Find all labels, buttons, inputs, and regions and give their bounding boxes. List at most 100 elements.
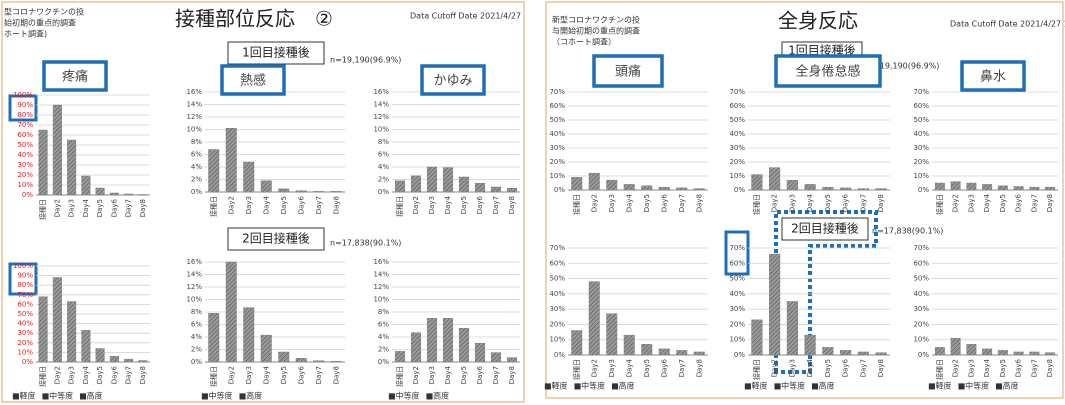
x-tick-label: Day7	[678, 194, 686, 212]
x-tick-label: Day3	[788, 194, 796, 212]
bar	[982, 348, 993, 356]
y-tick-label: 10%	[913, 336, 929, 344]
bar	[966, 344, 977, 356]
y-tick-label: 14%	[186, 271, 202, 279]
x-tick-label: Day5	[460, 366, 468, 384]
y-tick-label: 12%	[186, 283, 202, 291]
y-tick-label: 20%	[913, 158, 929, 166]
bar	[751, 174, 763, 191]
legend-item: ■中等度	[201, 391, 233, 401]
y-tick-label: 40%	[913, 130, 929, 138]
x-tick-label: Day6	[297, 195, 305, 214]
x-tick-label: Day6	[297, 365, 305, 384]
y-tick-label: 100%	[13, 91, 33, 99]
y-tick-label: 4%	[191, 333, 202, 341]
legend-item: ■中等度	[42, 391, 74, 401]
bar	[295, 358, 307, 363]
y-tick-label: 12%	[186, 113, 202, 121]
x-tick-label: Day4	[983, 358, 991, 377]
chart-title: 頭痛	[615, 64, 641, 80]
y-tick-label: 2%	[378, 176, 389, 184]
x-tick-label: Day2	[952, 359, 960, 377]
x-tick-label: Day8	[139, 366, 147, 384]
x-tick-label: Day8	[695, 359, 703, 377]
title-box	[592, 54, 664, 88]
bar	[38, 129, 48, 196]
x-tick-label: 接種日	[209, 196, 218, 217]
x-tick-label: Day6	[476, 365, 484, 384]
dose-box	[781, 217, 869, 241]
chart-title: 全身倦怠感	[795, 64, 860, 80]
cutoff: Data Cutoff Date 2021/4/27 12	[950, 20, 1065, 29]
y-tick-label: 0%	[554, 351, 565, 359]
bar	[804, 184, 816, 191]
legend-item: ■高度	[239, 391, 263, 401]
x-tick-label: Day2	[53, 199, 61, 217]
x-tick-label: Day5	[999, 359, 1007, 377]
y-tick-label: 16%	[186, 258, 202, 266]
x-tick-label: Day2	[590, 194, 598, 212]
bar	[442, 318, 454, 363]
header: 型コロナワクチンの投	[4, 7, 84, 17]
bar	[822, 347, 834, 356]
y-tick-label: 60%	[17, 300, 33, 308]
bar	[330, 361, 342, 363]
x-tick-label: Day2	[53, 366, 61, 384]
bar	[1045, 186, 1056, 191]
bar	[243, 307, 255, 363]
y-tick-label: 60%	[913, 102, 929, 110]
y-tick-label: 0%	[22, 191, 33, 199]
y-tick-label: 8%	[378, 138, 389, 146]
bar	[857, 188, 869, 191]
y-tick-label: 40%	[17, 151, 33, 159]
bar	[138, 194, 148, 196]
x-tick-label: Day5	[824, 359, 832, 377]
x-tick-label: 接種日	[935, 359, 944, 380]
bar	[1013, 186, 1024, 191]
y-tick-label: 30%	[17, 161, 33, 169]
y-tick-label: 60%	[549, 259, 565, 267]
y-tick-label: 10%	[729, 172, 745, 180]
bar	[38, 296, 48, 363]
y-tick-label: 30%	[913, 305, 929, 313]
bar	[410, 332, 422, 363]
bar	[124, 193, 134, 196]
bar	[278, 351, 290, 363]
bar	[769, 253, 781, 356]
x-tick-label: 接種日	[752, 359, 761, 380]
y-tick-label: 6%	[191, 321, 202, 329]
legend-item: ■高度	[426, 391, 450, 401]
x-tick-label: Day4	[82, 198, 90, 217]
legend-item: ■軽度	[928, 381, 952, 391]
x-tick-label: Day8	[139, 199, 147, 217]
bar	[982, 184, 993, 191]
bar	[208, 149, 220, 193]
bar	[490, 352, 502, 363]
bar	[623, 184, 635, 191]
x-tick-label: Day6	[476, 195, 484, 214]
y-tick-label: 0%	[191, 358, 202, 366]
bar	[693, 351, 705, 356]
x-tick-label: Day4	[806, 193, 814, 212]
y-tick-label: 70%	[913, 88, 929, 96]
bar	[751, 319, 763, 356]
x-tick-label: Day7	[859, 359, 867, 377]
x-tick-label: 接種日	[572, 359, 581, 380]
y-tick-label: 14%	[373, 271, 389, 279]
bar	[857, 351, 869, 356]
slide-title: 全身反応	[778, 9, 858, 33]
bar	[225, 128, 237, 193]
bar	[822, 186, 834, 191]
bar	[394, 351, 406, 363]
y-tick-label: 4%	[191, 163, 202, 171]
bar	[458, 176, 470, 193]
x-tick-label: Day8	[877, 359, 885, 377]
y-tick-label: 20%	[729, 320, 745, 328]
x-tick-label: Day4	[262, 195, 270, 214]
y-tick-label: 14%	[186, 101, 202, 109]
header: 始初期の重点的調査	[4, 18, 76, 28]
y-tick-label: 80%	[17, 281, 33, 289]
bar	[138, 360, 148, 363]
x-tick-label: Day5	[96, 199, 104, 217]
x-tick-label: Day6	[660, 193, 668, 212]
